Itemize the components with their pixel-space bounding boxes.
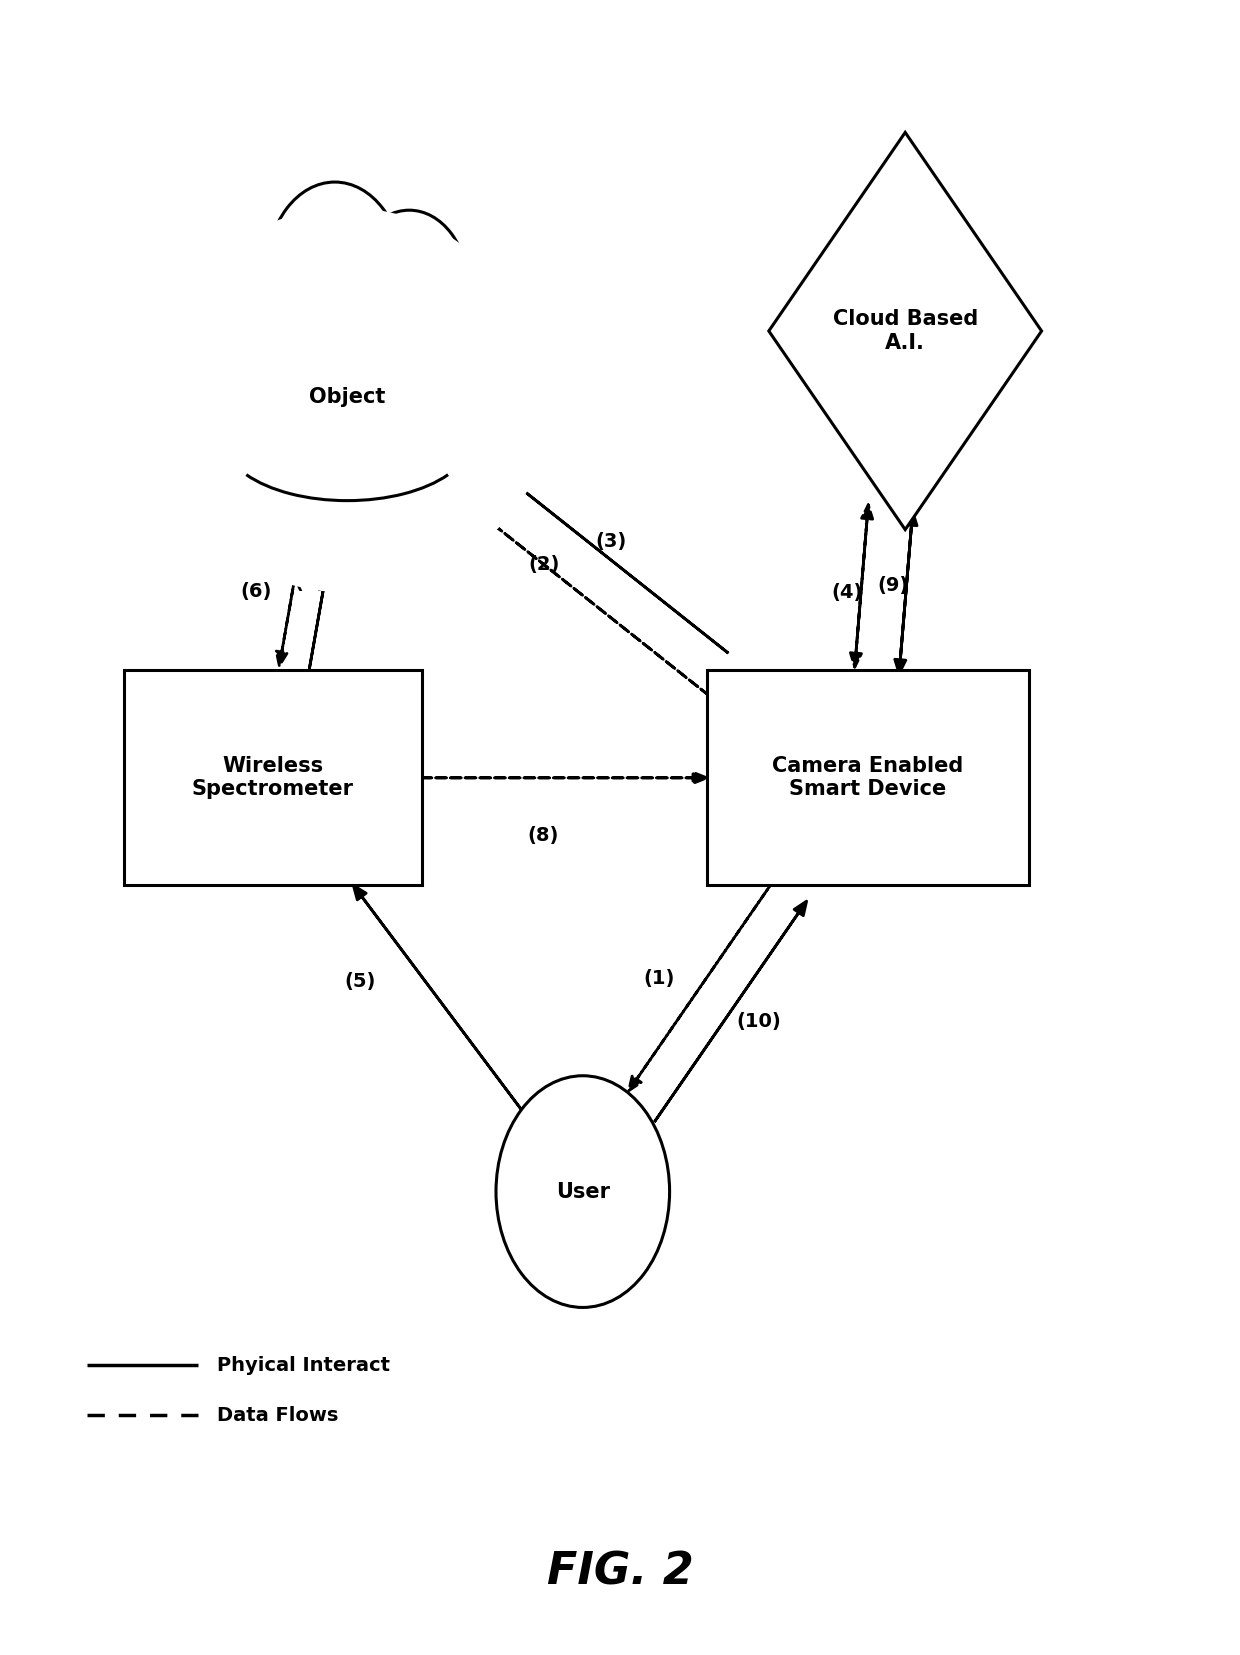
FancyArrowPatch shape: [895, 511, 913, 674]
Ellipse shape: [134, 152, 560, 592]
FancyArrowPatch shape: [277, 498, 309, 665]
Circle shape: [407, 286, 511, 425]
Text: (5): (5): [345, 971, 376, 990]
Text: (2): (2): [528, 556, 559, 574]
Text: FIG. 2: FIG. 2: [547, 1551, 693, 1594]
Circle shape: [219, 252, 339, 410]
Text: Wireless
Spectrometer: Wireless Spectrometer: [192, 756, 353, 799]
Text: (10): (10): [735, 1013, 781, 1031]
Circle shape: [374, 367, 469, 493]
FancyArrowPatch shape: [851, 505, 868, 667]
Text: Object: Object: [309, 387, 386, 407]
Bar: [707, 670, 1029, 885]
Text: (8): (8): [527, 826, 558, 846]
FancyArrowPatch shape: [655, 900, 807, 1122]
Text: (4): (4): [831, 583, 862, 602]
FancyArrowPatch shape: [309, 508, 341, 675]
FancyArrowPatch shape: [464, 444, 728, 654]
Text: (6): (6): [241, 581, 272, 601]
Text: User: User: [556, 1182, 610, 1202]
FancyArrowPatch shape: [899, 511, 918, 674]
FancyArrowPatch shape: [854, 505, 873, 667]
Text: (1): (1): [644, 968, 675, 988]
Circle shape: [267, 182, 403, 364]
Text: (7): (7): [294, 573, 325, 591]
Bar: [124, 670, 422, 885]
Circle shape: [350, 210, 469, 369]
Text: Phyical Interact: Phyical Interact: [217, 1355, 391, 1375]
Circle shape: [201, 334, 295, 460]
FancyArrowPatch shape: [422, 773, 707, 783]
FancyArrowPatch shape: [353, 885, 522, 1111]
Circle shape: [260, 372, 360, 505]
Polygon shape: [769, 132, 1042, 530]
Ellipse shape: [161, 207, 533, 553]
Circle shape: [496, 1076, 670, 1307]
FancyArrowPatch shape: [629, 871, 781, 1091]
Text: (9): (9): [877, 576, 909, 596]
Text: Data Flows: Data Flows: [217, 1405, 339, 1425]
Text: Camera Enabled
Smart Device: Camera Enabled Smart Device: [773, 756, 963, 799]
FancyArrowPatch shape: [445, 487, 709, 695]
Text: (3): (3): [595, 531, 627, 551]
Text: Cloud Based
A.I.: Cloud Based A.I.: [832, 309, 978, 353]
